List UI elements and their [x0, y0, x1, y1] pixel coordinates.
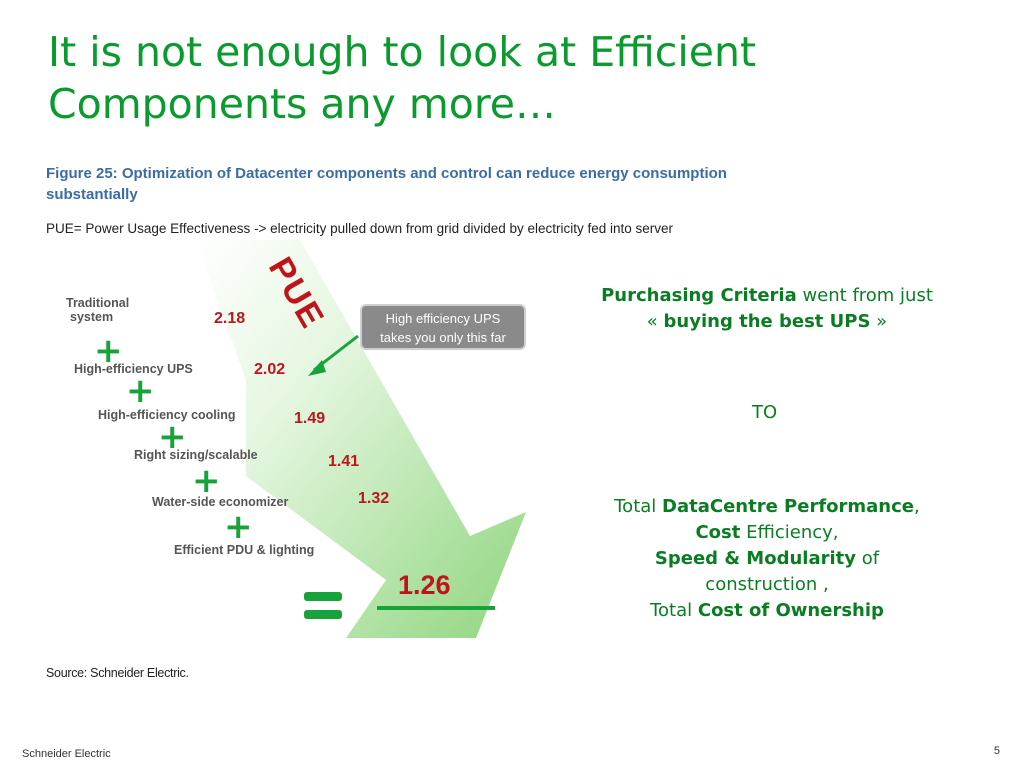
total-line-4: construction , [705, 574, 829, 595]
cost-bold: Cost [695, 522, 741, 543]
step-label-cooling: High-efficiency cooling [98, 408, 236, 422]
plus-icon: + [158, 417, 187, 457]
open-quote: « [646, 311, 664, 332]
figure-source: Source: Schneider Electric. [46, 666, 189, 680]
comma: , [914, 496, 920, 517]
pue-arrow [196, 240, 526, 638]
total-performance-text: Total DataCentre Performance, Cost Effic… [586, 494, 948, 624]
went-from-just: went from just [796, 285, 933, 306]
total-line-1: Total DataCentre Performance, [586, 494, 948, 520]
step-label-traditional: Traditional system [66, 296, 129, 324]
total-line-5: Total Cost of Ownership [586, 598, 948, 624]
purchasing-criteria-line-1: Purchasing Criteria went from just [586, 283, 948, 309]
speed-modularity: Speed & Modularity [654, 548, 856, 569]
step-label-pdu: Efficient PDU & lighting [174, 543, 315, 557]
pue-arrow-graphic [196, 240, 526, 638]
final-underline [377, 606, 495, 610]
total-line-3: Speed & Modularity of [586, 546, 948, 572]
efficiency: Efficiency, [740, 522, 839, 543]
datacentre-performance: DataCentre Performance [662, 496, 914, 517]
pue-definition: PUE= Power Usage Effectiveness -> electr… [46, 221, 674, 236]
pue-value: 1.32 [358, 490, 390, 507]
figure-caption-line-1: Figure 25: Optimization of Datacenter co… [46, 165, 727, 182]
title-line-1: It is not enough to look at Efficient [48, 28, 757, 76]
step-label-line: Traditional [66, 296, 130, 310]
total-line-2: Cost Efficiency, [586, 520, 948, 546]
page-number: 5 [993, 745, 1000, 757]
total-word: Total [650, 600, 698, 621]
step-label-sizing: Right sizing/scalable [134, 448, 258, 462]
close-quote: » [870, 311, 888, 332]
equals-icon [304, 592, 342, 628]
ups-callout: High efficiency UPS takes you only this … [360, 304, 526, 350]
purchasing-criteria-line-2: « buying the best UPS » [586, 309, 948, 335]
pue-figure: PUE High efficiency UPS takes you only t… [46, 240, 546, 640]
purchasing-criteria-text: Purchasing Criteria went from just « buy… [586, 283, 948, 335]
step-label-ups: High-efficiency UPS [74, 362, 193, 376]
step-label-economizer: Water-side economizer [152, 495, 289, 509]
pue-value: 1.49 [294, 410, 326, 427]
of-word: of [855, 548, 880, 569]
total-word: Total [614, 496, 663, 517]
pue-value: 2.02 [254, 361, 286, 378]
title-line-2: Components any more… [48, 80, 557, 128]
buying-best-ups: buying the best UPS [663, 311, 871, 332]
callout-line-2: takes you only this far [380, 330, 506, 345]
plus-icon: + [192, 461, 221, 501]
to-text: TO [752, 402, 778, 423]
pue-final-value: 1.26 [398, 570, 451, 600]
figure-caption: Figure 25: Optimization of Datacenter co… [46, 163, 786, 205]
cost-of-ownership: Cost of Ownership [697, 600, 884, 621]
figure-caption-line-2: substantially [46, 186, 138, 203]
step-label-line: system [70, 310, 114, 324]
footer-company: Schneider Electric [22, 748, 111, 760]
pue-value: 2.18 [214, 310, 246, 327]
callout-pointer-head [308, 360, 326, 376]
plus-icon: + [126, 371, 155, 411]
slide-title: It is not enough to look at Efficient Co… [48, 26, 948, 130]
purchasing-criteria-bold: Purchasing Criteria [601, 285, 797, 306]
plus-icon: + [94, 331, 123, 371]
plus-icon: + [224, 507, 253, 547]
pue-value: 1.41 [328, 453, 360, 470]
callout-line-1: High efficiency UPS [385, 311, 501, 326]
